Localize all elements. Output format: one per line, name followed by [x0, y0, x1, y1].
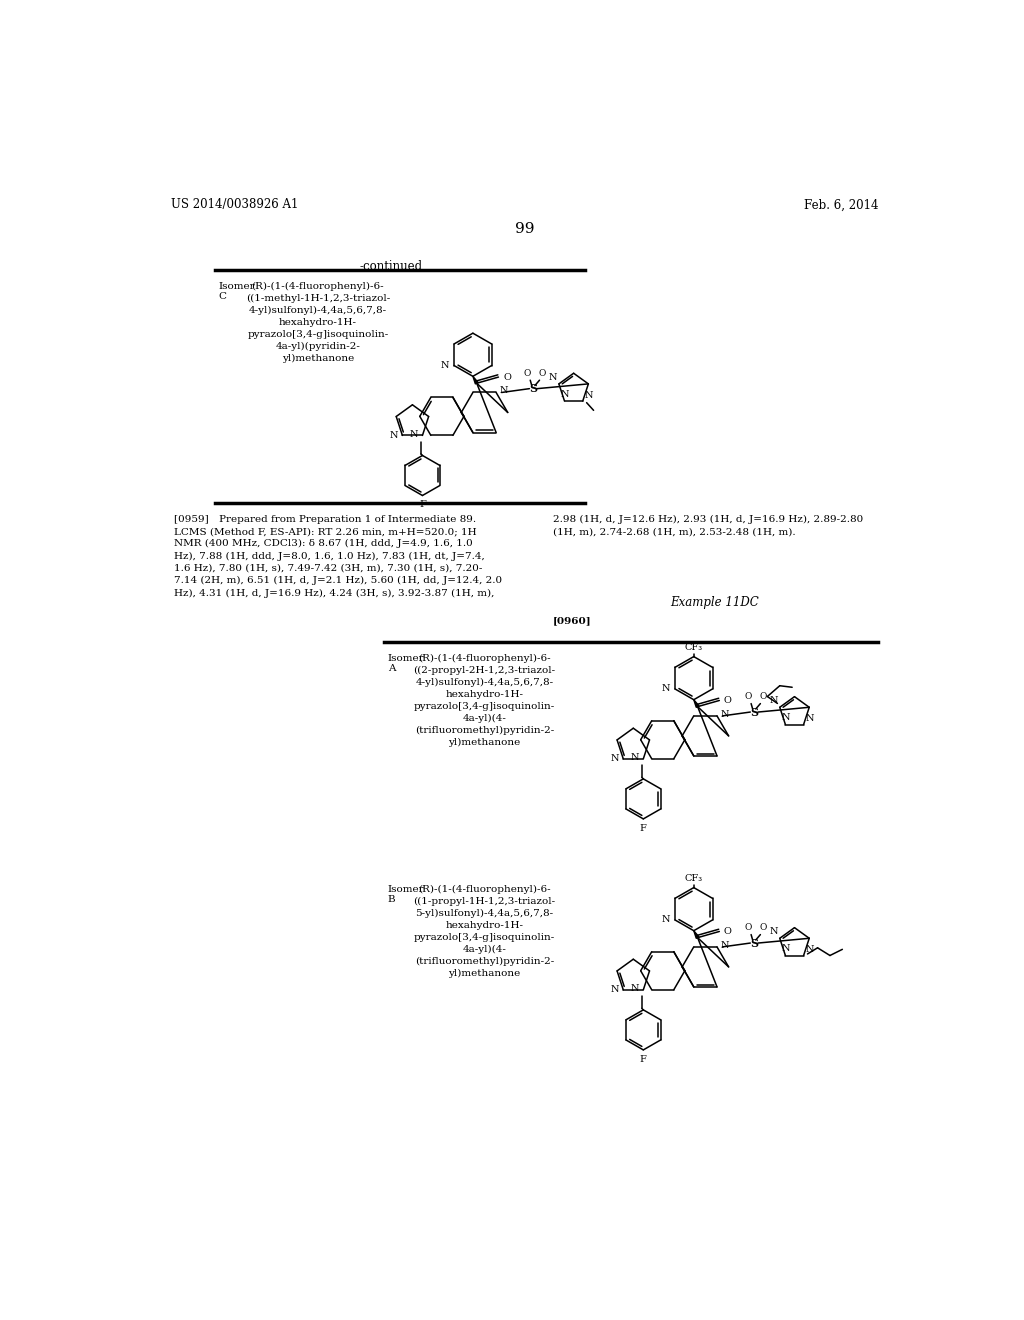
Polygon shape	[473, 376, 478, 384]
Text: O: O	[744, 692, 752, 701]
Text: (R)-(1-(4-fluorophenyl)-6-
((2-propyl-2H-1,2,3-triazol-
4-yl)sulfonyl)-4,4a,5,6,: (R)-(1-(4-fluorophenyl)-6- ((2-propyl-2H…	[414, 653, 555, 747]
Text: Isomer: Isomer	[219, 281, 255, 290]
Text: N: N	[721, 941, 729, 950]
Text: (R)-(1-(4-fluorophenyl)-6-
((1-propyl-1H-1,2,3-triazol-
5-yl)sulfonyl)-4,4a,5,6,: (R)-(1-(4-fluorophenyl)-6- ((1-propyl-1H…	[414, 884, 555, 978]
Text: O: O	[744, 923, 752, 932]
Text: Isomer: Isomer	[388, 653, 424, 663]
Text: B: B	[388, 895, 395, 903]
Text: N: N	[631, 752, 639, 762]
Text: 99: 99	[515, 222, 535, 235]
Text: 2.98 (1H, d, J=12.6 Hz), 2.93 (1H, d, J=16.9 Hz), 2.89-2.80
(1H, m), 2.74-2.68 (: 2.98 (1H, d, J=12.6 Hz), 2.93 (1H, d, J=…	[553, 515, 863, 536]
Text: O: O	[760, 692, 767, 701]
Text: N: N	[549, 372, 557, 381]
Text: O: O	[724, 696, 732, 705]
Text: N: N	[805, 945, 814, 954]
Text: CF₃: CF₃	[685, 874, 702, 883]
Text: N: N	[781, 944, 790, 953]
Text: A: A	[388, 664, 395, 672]
Text: F: F	[419, 500, 426, 510]
Text: O: O	[724, 927, 732, 936]
Text: [0960]: [0960]	[553, 616, 591, 626]
Text: S: S	[751, 937, 758, 949]
Text: N: N	[662, 685, 671, 693]
Text: N: N	[410, 429, 419, 438]
Text: N: N	[770, 927, 778, 936]
Text: Isomer: Isomer	[388, 884, 424, 894]
Text: N: N	[662, 916, 671, 924]
Text: N: N	[721, 710, 729, 719]
Text: O: O	[539, 368, 547, 378]
Text: [0959] Prepared from Preparation 1 of Intermediate 89.
LCMS (Method F, ES-API): : [0959] Prepared from Preparation 1 of In…	[174, 515, 503, 598]
Text: -continued: -continued	[360, 260, 423, 273]
Text: O: O	[523, 368, 530, 378]
Text: N: N	[611, 985, 620, 994]
Text: C: C	[219, 292, 226, 301]
Text: F: F	[640, 1055, 647, 1064]
Text: CF₃: CF₃	[685, 643, 702, 652]
Text: F: F	[640, 824, 647, 833]
Text: N: N	[631, 983, 639, 993]
Text: US 2014/0038926 A1: US 2014/0038926 A1	[171, 198, 298, 211]
Text: S: S	[529, 383, 538, 395]
Text: Feb. 6, 2014: Feb. 6, 2014	[805, 198, 879, 211]
Text: N: N	[585, 391, 593, 400]
Text: O: O	[760, 923, 767, 932]
Polygon shape	[693, 700, 699, 708]
Polygon shape	[693, 931, 699, 939]
Text: O: O	[503, 372, 511, 381]
Text: N: N	[611, 754, 620, 763]
Text: N: N	[560, 389, 568, 399]
Text: N: N	[770, 696, 778, 705]
Text: N: N	[805, 714, 814, 723]
Text: N: N	[441, 362, 450, 370]
Text: Example 11DC: Example 11DC	[671, 595, 759, 609]
Text: N: N	[500, 387, 509, 396]
Text: S: S	[751, 706, 758, 718]
Text: N: N	[390, 430, 398, 440]
Text: N: N	[781, 713, 790, 722]
Text: (R)-(1-(4-fluorophenyl)-6-
((1-methyl-1H-1,2,3-triazol-
4-yl)sulfonyl)-4,4a,5,6,: (R)-(1-(4-fluorophenyl)-6- ((1-methyl-1H…	[246, 281, 390, 363]
